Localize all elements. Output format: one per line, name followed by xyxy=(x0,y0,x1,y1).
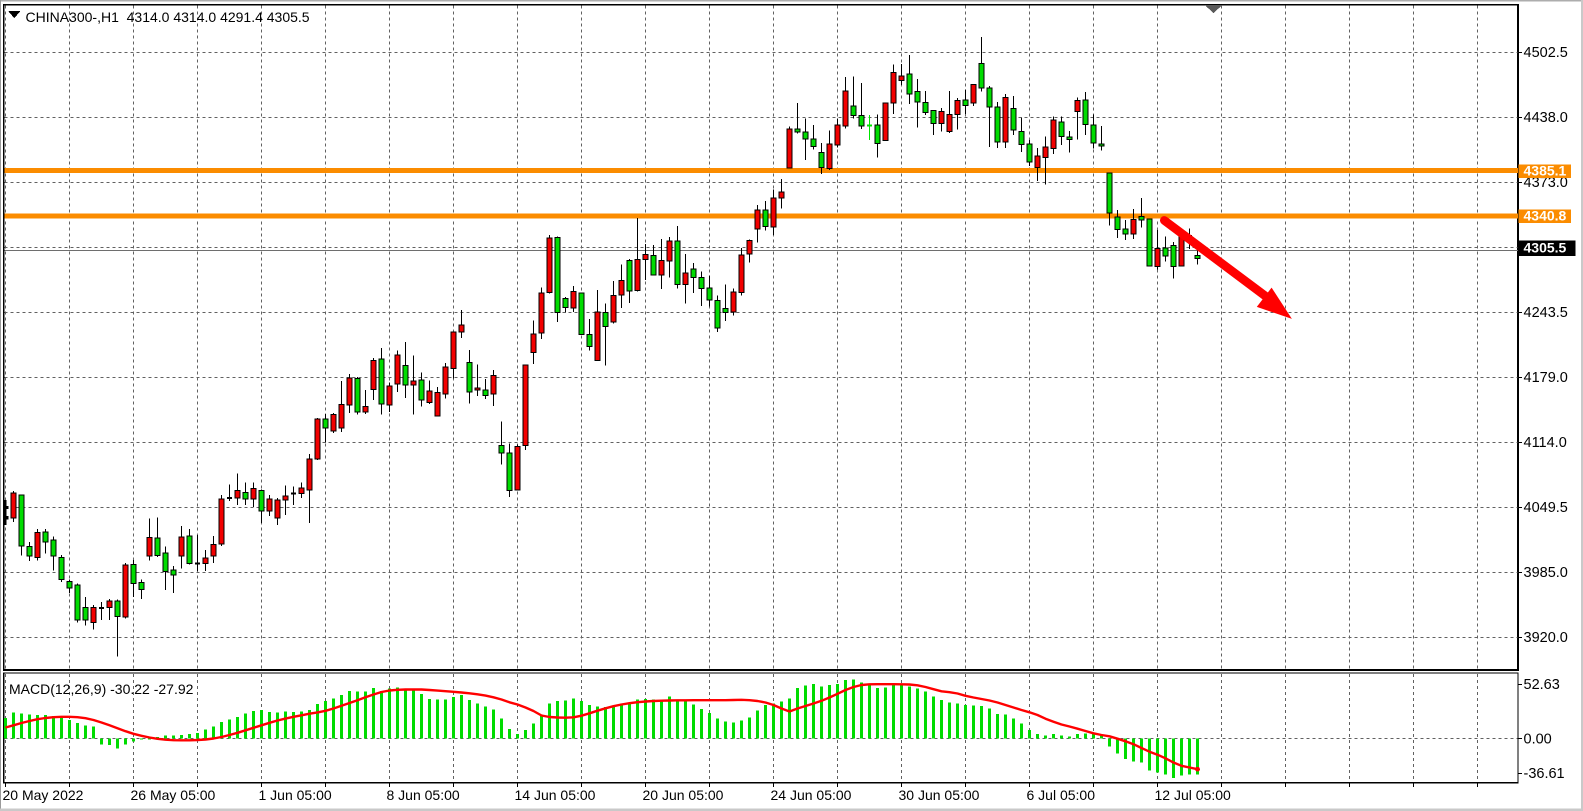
svg-text:4438.0: 4438.0 xyxy=(1524,110,1568,126)
svg-text:52.63: 52.63 xyxy=(1524,677,1560,693)
svg-text:-36.61: -36.61 xyxy=(1524,766,1565,782)
svg-text:20 May 2022: 20 May 2022 xyxy=(3,787,84,803)
svg-text:MACD(12,26,9) -30.22 -27.92: MACD(12,26,9) -30.22 -27.92 xyxy=(9,681,194,697)
svg-text:3920.0: 3920.0 xyxy=(1524,630,1568,646)
svg-text:14 Jun 05:00: 14 Jun 05:00 xyxy=(515,787,596,803)
svg-text:26 May 05:00: 26 May 05:00 xyxy=(131,787,216,803)
svg-text:4502.5: 4502.5 xyxy=(1524,45,1568,61)
svg-text:3985.0: 3985.0 xyxy=(1524,565,1568,581)
svg-text:8 Jun 05:00: 8 Jun 05:00 xyxy=(387,787,460,803)
svg-text:4114.0: 4114.0 xyxy=(1524,435,1567,451)
svg-text:30 Jun 05:00: 30 Jun 05:00 xyxy=(899,787,980,803)
svg-text:CHINA300-,H1 4314.0 4314.0 42: CHINA300-,H1 4314.0 4314.0 4291.4 4305.5 xyxy=(26,9,310,25)
svg-text:4049.5: 4049.5 xyxy=(1524,500,1568,516)
svg-text:4179.0: 4179.0 xyxy=(1524,370,1568,386)
svg-text:24 Jun 05:00: 24 Jun 05:00 xyxy=(771,787,852,803)
svg-text:4385.1: 4385.1 xyxy=(1524,163,1567,179)
svg-text:4243.5: 4243.5 xyxy=(1524,305,1568,321)
svg-text:4373.0: 4373.0 xyxy=(1524,175,1568,191)
svg-text:4340.8: 4340.8 xyxy=(1524,208,1567,224)
svg-text:6 Jul 05:00: 6 Jul 05:00 xyxy=(1027,787,1096,803)
svg-text:4305.5: 4305.5 xyxy=(1524,240,1567,256)
svg-text:12 Jul 05:00: 12 Jul 05:00 xyxy=(1155,787,1231,803)
svg-text:0.00: 0.00 xyxy=(1524,732,1552,748)
svg-text:1 Jun 05:00: 1 Jun 05:00 xyxy=(259,787,332,803)
svg-text:20 Jun 05:00: 20 Jun 05:00 xyxy=(643,787,724,803)
